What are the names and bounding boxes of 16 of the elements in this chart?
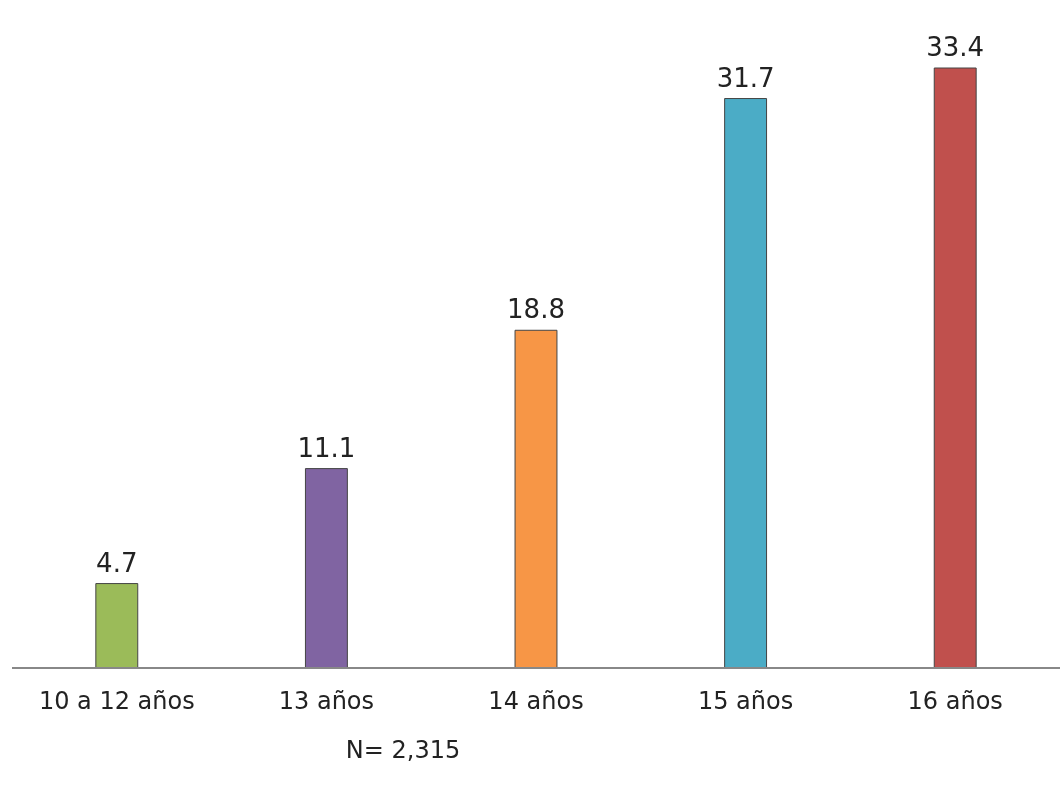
data-label: 4.7: [96, 547, 138, 578]
bar: [724, 98, 768, 669]
bar: [933, 67, 977, 669]
data-label: 31.7: [716, 62, 775, 93]
x-tick-label: 16 años: [907, 687, 1003, 716]
x-tick-label: 10 a 12 años: [38, 687, 195, 716]
x-tick-label: 14 años: [488, 687, 584, 716]
bar: [95, 583, 139, 669]
bar: [304, 468, 348, 669]
data-label: 11.1: [297, 432, 356, 463]
data-label: 18.8: [507, 294, 565, 325]
data-label: 33.4: [926, 32, 985, 62]
x-tick-label: 13 años: [278, 687, 375, 716]
bar: [514, 329, 558, 669]
x-tick-label: 15 años: [697, 687, 794, 716]
text: N= 2,315: [344, 736, 462, 764]
